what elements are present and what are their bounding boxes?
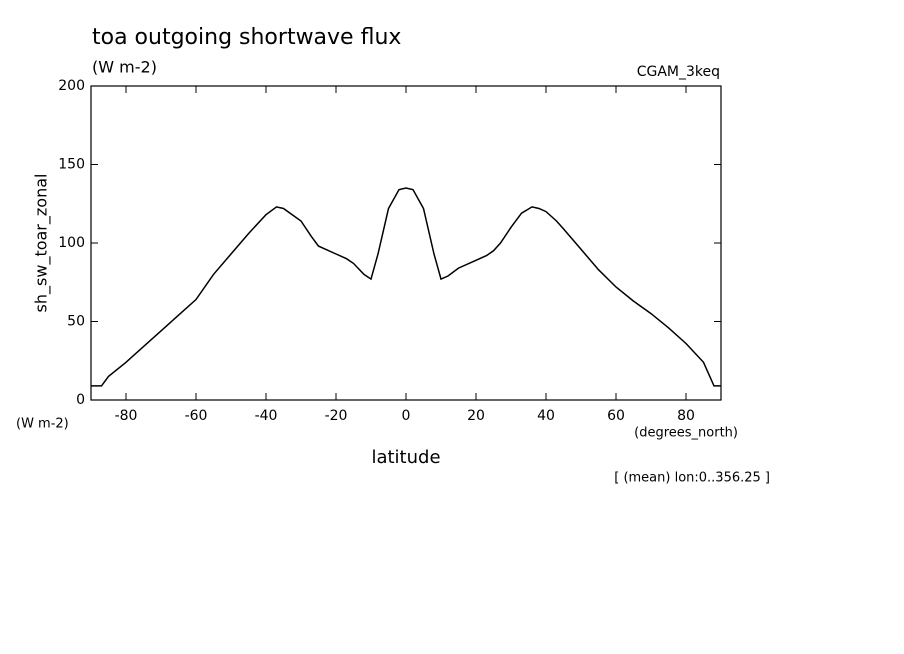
- y-tick-label: 0: [76, 392, 85, 408]
- x-units: (degrees_north): [634, 426, 738, 441]
- x-axis-label: latitude: [371, 447, 440, 468]
- x-tick-label: -60: [185, 408, 208, 424]
- x-tick-label: -40: [255, 408, 278, 424]
- y-units: (W m-2): [16, 417, 69, 432]
- chart-title: toa outgoing shortwave flux: [92, 25, 401, 50]
- x-tick-label: -80: [115, 408, 138, 424]
- y-tick-label: 50: [67, 314, 85, 330]
- y-tick-label: 100: [58, 235, 85, 251]
- x-tick-label: -20: [325, 408, 348, 424]
- x-tick-label: 80: [677, 408, 695, 424]
- data-line: [91, 187, 721, 387]
- plot-frame: [90, 85, 722, 401]
- y-tick-label: 200: [58, 78, 85, 94]
- x-tick-label: 20: [467, 408, 485, 424]
- chart-subtitle: (W m-2): [92, 58, 157, 77]
- x-tick-label: 60: [607, 408, 625, 424]
- y-tick-label: 150: [58, 157, 85, 173]
- y-axis-label: sh_sw_toar_zonal: [32, 174, 52, 313]
- footnote: [ (mean) lon:0..356.25 ]: [614, 471, 770, 486]
- x-tick-label: 0: [402, 408, 411, 424]
- x-tick-label: 40: [537, 408, 555, 424]
- dataset-label: CGAM_3keq: [637, 64, 720, 80]
